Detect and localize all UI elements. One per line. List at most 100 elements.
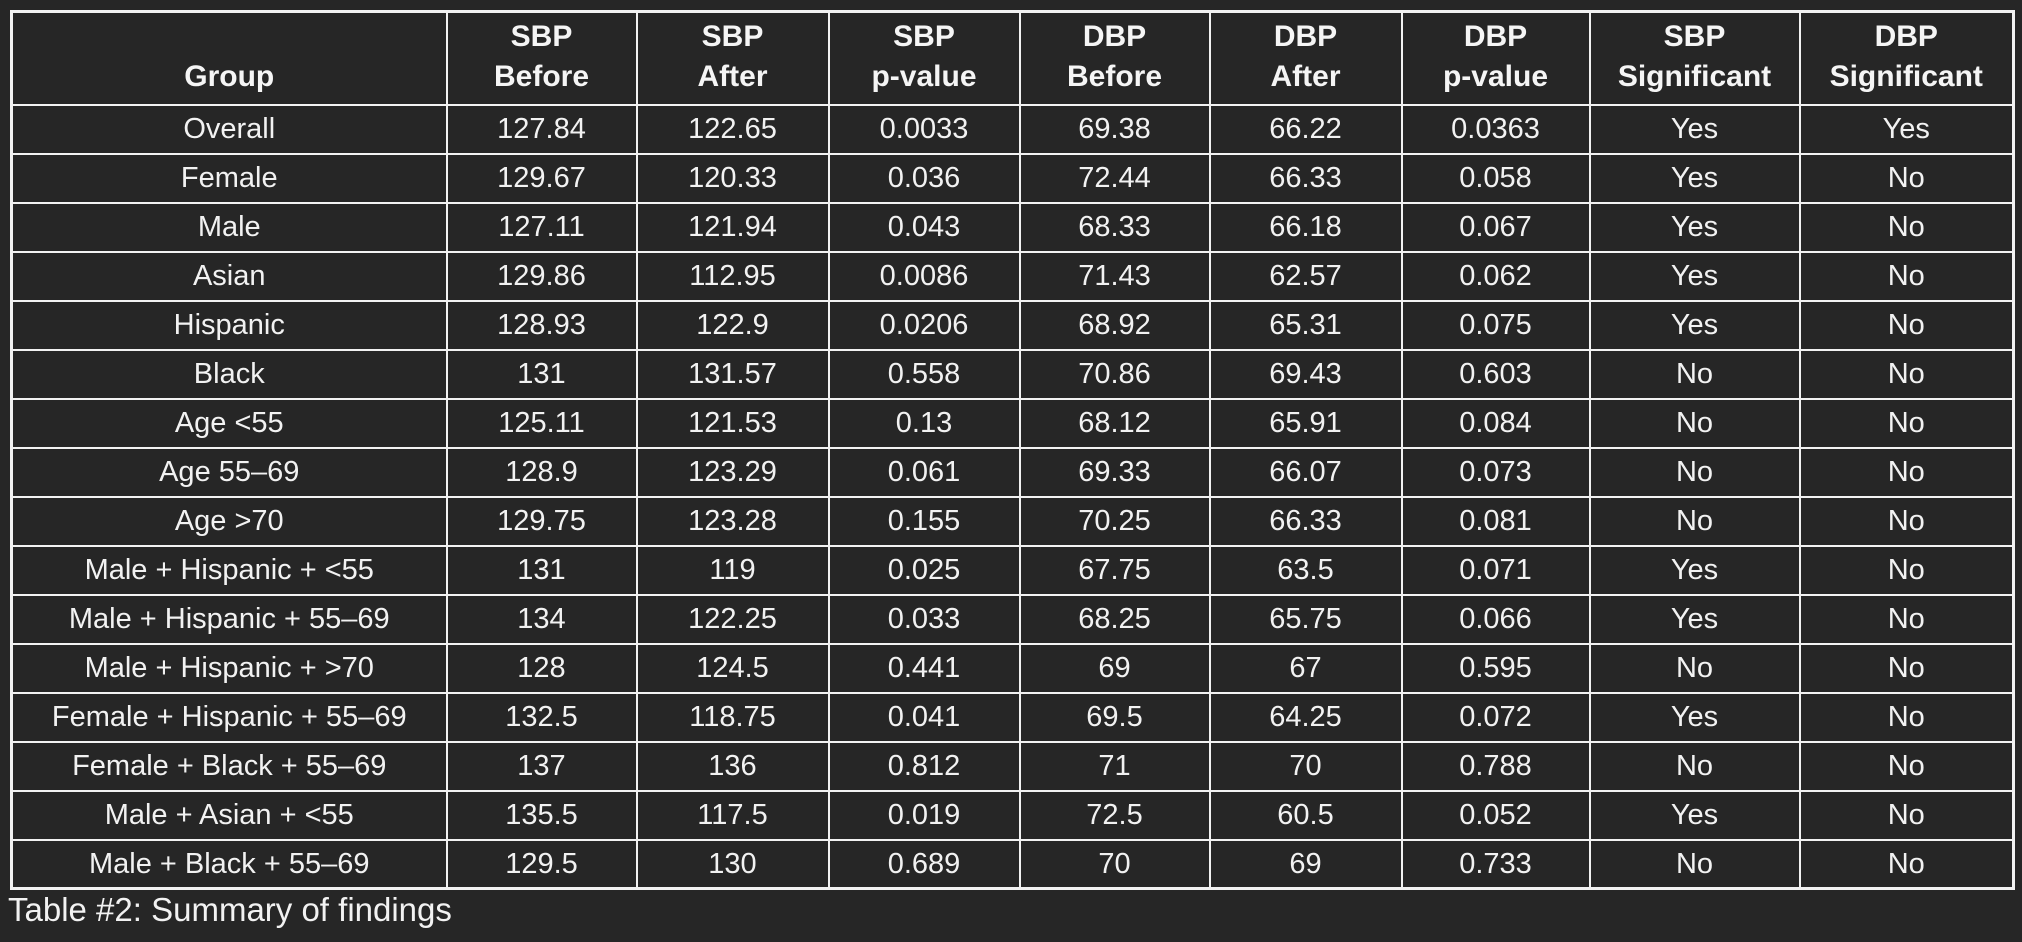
value-cell: 69 [1018,642,1211,694]
value-cell: 0.058 [1400,152,1591,204]
value-cell: 70.86 [1018,348,1211,400]
value-cell: 121.94 [635,201,830,253]
value-cell: 123.28 [635,495,830,547]
table-row: Female 129.67 120.33 0.036 72.44 66.33 0.058 Ye… [10,152,2015,204]
value-cell: No [1798,348,2015,400]
value-cell: 129.75 [445,495,638,547]
value-cell: 122.65 [635,103,830,155]
value-cell: 119 [635,544,830,596]
column-header: SBP Before [445,10,638,106]
value-cell: 69.43 [1208,348,1403,400]
value-cell: No [1798,593,2015,645]
value-cell: 0.595 [1400,642,1591,694]
value-cell: 0.081 [1400,495,1591,547]
value-cell: 0.788 [1400,740,1591,792]
value-cell: 68.92 [1018,299,1211,351]
value-cell: 67 [1208,642,1403,694]
value-cell: 70 [1208,740,1403,792]
value-cell: 0.067 [1400,201,1591,253]
value-cell: 129.86 [445,250,638,302]
column-header: DBP Before [1018,10,1211,106]
value-cell: 0.558 [827,348,1021,400]
value-cell: Yes [1588,544,1801,596]
value-cell: No [1798,250,2015,302]
table-row: Male + Hispanic + <55 131 119 0.025 67.75 63.… [10,544,2015,596]
value-cell: 0.155 [827,495,1021,547]
value-cell: Yes [1588,299,1801,351]
table-row: Male + Black + 55–69 129.5 130 0.689 70 69 0.7… [10,838,2015,890]
value-cell: 0.071 [1400,544,1591,596]
value-cell: 71 [1018,740,1211,792]
group-cell: Overall [10,103,448,155]
group-cell: Male + Black + 55–69 [10,838,448,890]
value-cell: 0.603 [1400,348,1591,400]
value-cell: 127.11 [445,201,638,253]
value-cell: No [1588,397,1801,449]
value-cell: 128 [445,642,638,694]
value-cell: 117.5 [635,789,830,841]
value-cell: Yes [1588,201,1801,253]
group-cell: Asian [10,250,448,302]
value-cell: No [1588,446,1801,498]
value-cell: 131.57 [635,348,830,400]
value-cell: 72.5 [1018,789,1211,841]
group-cell: Female + Hispanic + 55–69 [10,691,448,743]
value-cell: Yes [1798,103,2015,155]
column-header: SBP p-value [827,10,1021,106]
value-cell: 0.033 [827,593,1021,645]
value-cell: 137 [445,740,638,792]
value-cell: 0.084 [1400,397,1591,449]
value-cell: 0.0086 [827,250,1021,302]
column-header: DBP After [1208,10,1403,106]
value-cell: 69.33 [1018,446,1211,498]
value-cell: 67.75 [1018,544,1211,596]
value-cell: 121.53 [635,397,830,449]
value-cell: No [1588,642,1801,694]
value-cell: 69.38 [1018,103,1211,155]
value-cell: 122.9 [635,299,830,351]
value-cell: 0.0363 [1400,103,1591,155]
value-cell: 134 [445,593,638,645]
value-cell: No [1798,152,2015,204]
table-row: Asian 129.86 112.95 0.0086 71.43 62.57 0.062 Ye… [10,250,2015,302]
value-cell: No [1798,495,2015,547]
value-cell: 0.075 [1400,299,1591,351]
table-row: Overall 127.84 122.65 0.0033 69.38 66.22 0.036… [10,103,2015,155]
value-cell: 0.689 [827,838,1021,890]
group-cell: Male + Hispanic + <55 [10,544,448,596]
value-cell: 63.5 [1208,544,1403,596]
value-cell: 122.25 [635,593,830,645]
value-cell: 0.812 [827,740,1021,792]
group-cell: Female + Black + 55–69 [10,740,448,792]
value-cell: 66.33 [1208,495,1403,547]
column-header: Group [10,10,448,106]
value-cell: 65.75 [1208,593,1403,645]
value-cell: 128.9 [445,446,638,498]
value-cell: 124.5 [635,642,830,694]
table-row: Male + Hispanic + 55–69 134 122.25 0.033 68.… [10,593,2015,645]
group-cell: Male + Hispanic + 55–69 [10,593,448,645]
group-cell: Age >70 [10,495,448,547]
column-header: DBP p-value [1400,10,1591,106]
value-cell: Yes [1588,152,1801,204]
group-cell: Age <55 [10,397,448,449]
value-cell: Yes [1588,250,1801,302]
table-row: Male + Hispanic + >70 128 124.5 0.441 69 67 0.… [10,642,2015,694]
value-cell: 64.25 [1208,691,1403,743]
table-body: Overall 127.84 122.65 0.0033 69.38 66.22 0.036… [10,103,2015,890]
value-cell: No [1798,691,2015,743]
value-cell: 125.11 [445,397,638,449]
table-row: Age <55 125.11 121.53 0.13 68.12 65.91 0.084 No… [10,397,2015,449]
value-cell: No [1588,740,1801,792]
table-row: Age 55–69 128.9 123.29 0.061 69.33 66.07 0.073… [10,446,2015,498]
value-cell: 132.5 [445,691,638,743]
value-cell: 123.29 [635,446,830,498]
value-cell: 66.07 [1208,446,1403,498]
value-cell: 0.0206 [827,299,1021,351]
value-cell: Yes [1588,103,1801,155]
value-cell: Yes [1588,789,1801,841]
value-cell: 118.75 [635,691,830,743]
value-cell: 69.5 [1018,691,1211,743]
group-cell: Black [10,348,448,400]
column-header: DBP Significant [1798,10,2015,106]
